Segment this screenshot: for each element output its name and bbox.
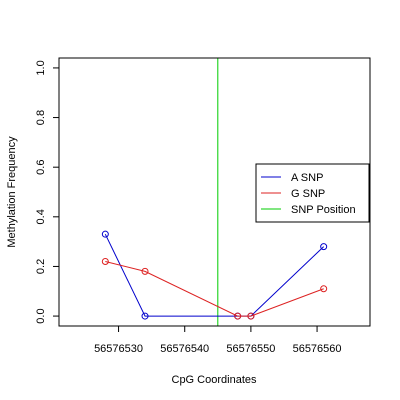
legend-label: G SNP xyxy=(291,188,325,200)
g-snp-series-line xyxy=(105,260,324,317)
x-tick-label: 56576550 xyxy=(226,343,275,355)
y-tick-label: 0.6 xyxy=(35,160,47,175)
chart-marks xyxy=(101,58,328,326)
g-snp-point xyxy=(247,312,255,320)
a-snp-series-line xyxy=(104,233,325,317)
y-tick-label: 0.4 xyxy=(35,209,47,224)
y-tick-label: 0.2 xyxy=(35,259,47,274)
y-tick-label: 0.8 xyxy=(35,110,47,125)
y-tick-label: 0.0 xyxy=(35,308,47,323)
g-snp-point xyxy=(320,285,328,293)
y-axis-label: Methylation Frequency xyxy=(6,136,18,248)
legend: A SNP G SNP SNP Position xyxy=(255,163,370,223)
a-snp-point xyxy=(320,243,328,251)
g-snp-point xyxy=(141,267,149,275)
legend-label: A SNP xyxy=(291,172,323,184)
x-axis: 56576530 56576540 56576550 56576560 xyxy=(94,325,342,355)
x-tick-label: 56576530 xyxy=(94,343,143,355)
x-axis-label: CpG Coordinates xyxy=(172,374,257,386)
a-snp-point xyxy=(141,312,149,320)
a-snp-point xyxy=(101,230,109,238)
y-tick-label: 1.0 xyxy=(35,60,47,75)
x-tick-label: 56576560 xyxy=(293,343,342,355)
g-snp-point xyxy=(234,312,242,320)
y-axis: 0.0 0.2 0.4 0.6 0.8 1.0 xyxy=(35,60,60,324)
legend-label: SNP Position xyxy=(291,204,356,216)
x-tick-label: 56576540 xyxy=(160,343,209,355)
g-snp-point xyxy=(101,257,109,265)
